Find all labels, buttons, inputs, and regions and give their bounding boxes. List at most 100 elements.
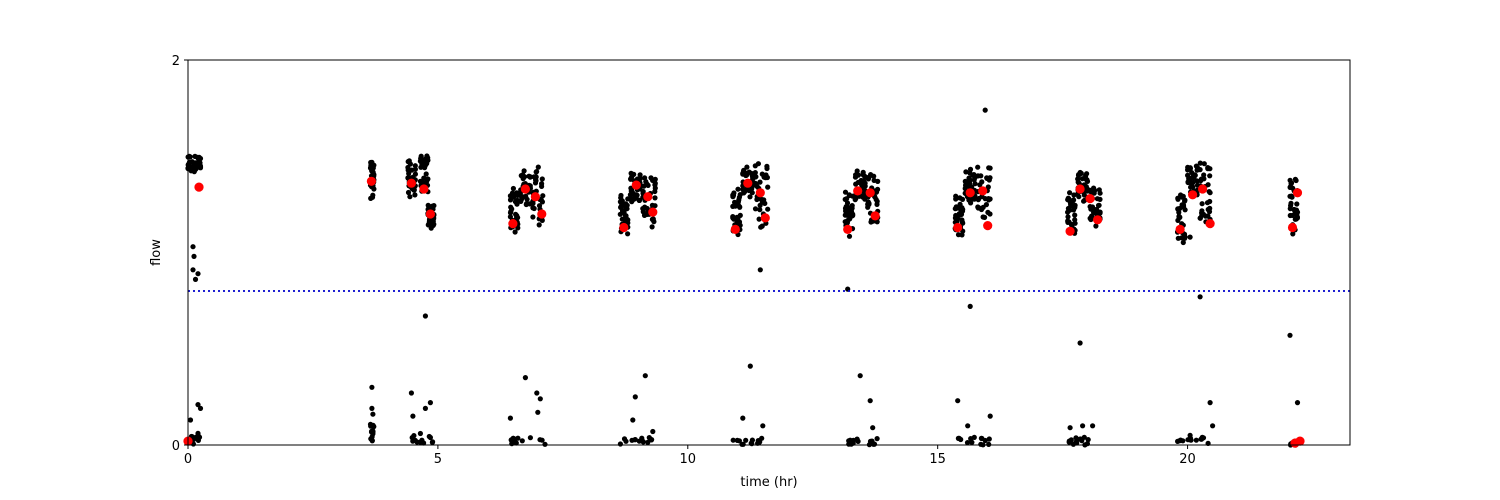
highlight-point xyxy=(1287,222,1298,233)
data-point xyxy=(735,216,741,222)
data-point xyxy=(963,183,969,189)
highlight-point xyxy=(843,224,853,234)
x-tick-label: 5 xyxy=(434,452,442,467)
data-point xyxy=(187,417,194,423)
data-point xyxy=(186,162,192,168)
data-point xyxy=(978,206,985,213)
data-point xyxy=(632,437,638,443)
data-point xyxy=(367,421,374,427)
data-point xyxy=(425,202,431,208)
data-point xyxy=(370,429,376,435)
highlight-point xyxy=(419,184,429,194)
data-point xyxy=(765,206,771,212)
data-point xyxy=(1287,177,1293,183)
data-point xyxy=(412,171,418,177)
data-point xyxy=(195,402,201,408)
data-point xyxy=(423,171,429,177)
data-point xyxy=(955,398,961,404)
data-point xyxy=(512,192,518,198)
data-point xyxy=(1090,423,1096,429)
highlight-point xyxy=(865,188,875,198)
data-point xyxy=(962,178,968,184)
data-point xyxy=(636,438,642,444)
data-point xyxy=(987,211,993,217)
data-point xyxy=(759,171,765,177)
data-point xyxy=(629,198,635,204)
highlight-point xyxy=(983,221,993,231)
data-point xyxy=(513,211,519,217)
data-point xyxy=(968,200,974,206)
data-point xyxy=(533,169,539,175)
data-point xyxy=(1176,438,1182,444)
data-point xyxy=(618,195,624,201)
data-point xyxy=(976,195,982,202)
data-point xyxy=(1205,166,1211,172)
data-point xyxy=(1077,436,1083,442)
data-point xyxy=(1088,189,1094,195)
x-axis-ticks: 0 5 10 15 20 xyxy=(184,445,1196,467)
data-point xyxy=(757,267,763,273)
data-point xyxy=(854,436,860,442)
data-point xyxy=(633,195,639,201)
data-point xyxy=(1287,212,1293,219)
data-point xyxy=(406,170,412,177)
data-point xyxy=(1076,172,1082,178)
data-point xyxy=(986,165,992,171)
data-point xyxy=(952,215,959,221)
data-point xyxy=(848,208,855,214)
data-point xyxy=(526,173,532,179)
data-point xyxy=(1175,196,1181,202)
data-point xyxy=(412,437,418,443)
data-point xyxy=(1287,332,1293,338)
highlight-point xyxy=(194,182,204,192)
data-point xyxy=(982,214,988,220)
data-point xyxy=(964,440,971,446)
data-point xyxy=(1201,172,1207,178)
data-point xyxy=(971,434,977,440)
data-point xyxy=(1197,294,1203,300)
data-point xyxy=(957,195,963,201)
data-point xyxy=(1085,437,1091,443)
data-point xyxy=(866,174,872,180)
data-point xyxy=(978,435,985,441)
data-point xyxy=(765,184,771,190)
data-point xyxy=(1197,160,1203,166)
data-point xyxy=(193,166,199,172)
plot-frame xyxy=(187,59,1351,446)
data-point xyxy=(874,219,880,225)
data-point xyxy=(982,107,988,113)
highlight-point xyxy=(1188,190,1198,200)
data-point xyxy=(744,164,750,170)
data-point xyxy=(195,430,201,436)
data-point xyxy=(645,439,651,445)
data-point xyxy=(972,181,978,187)
data-point xyxy=(1198,436,1204,442)
data-point xyxy=(855,172,862,178)
data-point xyxy=(735,186,741,192)
data-point xyxy=(977,182,983,188)
data-point xyxy=(1292,176,1298,182)
data-point xyxy=(852,197,858,203)
highlight-point xyxy=(425,209,435,219)
data-point xyxy=(975,164,981,170)
data-point xyxy=(1081,434,1087,440)
y-tick-label: 0 xyxy=(172,439,180,454)
data-point xyxy=(191,253,197,259)
data-point xyxy=(1072,212,1078,218)
data-point xyxy=(1068,202,1074,208)
data-point xyxy=(757,202,763,208)
data-point xyxy=(641,183,647,189)
data-point xyxy=(1198,178,1204,184)
highlight-point xyxy=(730,224,740,234)
data-point xyxy=(1201,161,1207,167)
data-point xyxy=(739,441,745,447)
data-point xyxy=(640,206,646,212)
data-point xyxy=(192,153,198,159)
data-point xyxy=(637,172,643,178)
data-point xyxy=(625,231,631,237)
data-point xyxy=(847,437,853,443)
data-point xyxy=(190,267,196,273)
data-point xyxy=(623,201,629,207)
data-point xyxy=(368,436,374,442)
data-point xyxy=(1288,200,1294,206)
